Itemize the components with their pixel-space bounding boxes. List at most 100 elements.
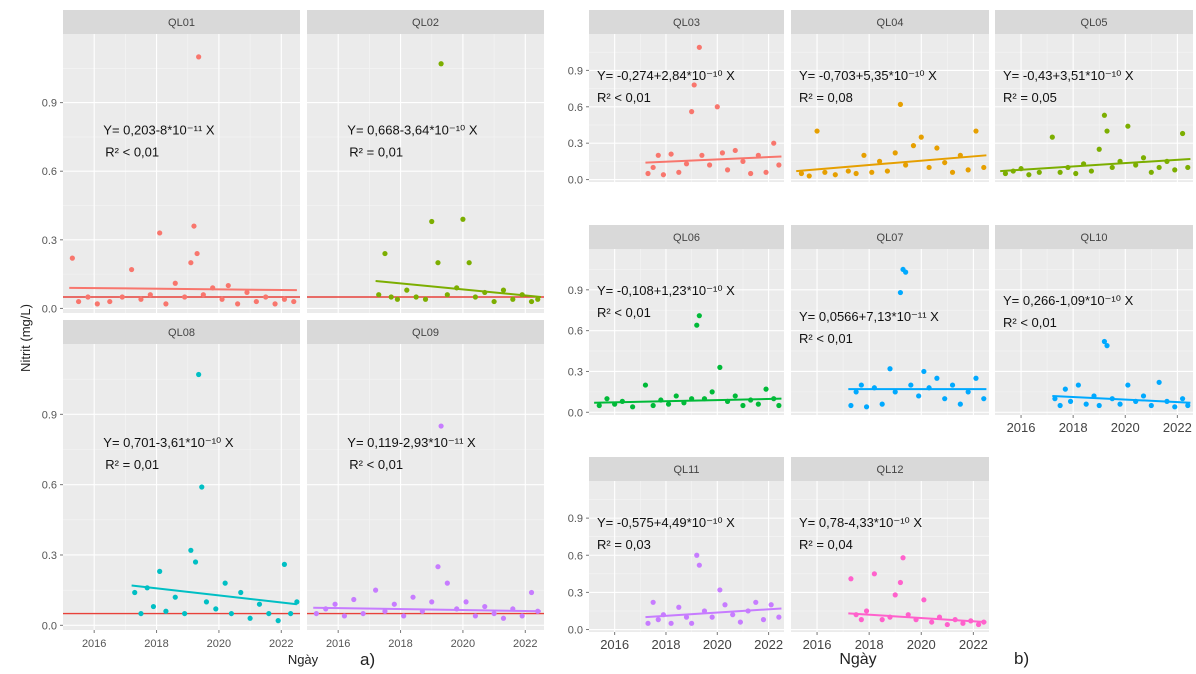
panel-strip-label: QL10	[1081, 232, 1108, 244]
data-point	[918, 134, 924, 140]
x-tick-label: 2022	[754, 637, 783, 652]
regression-equation: Y= -0,703+5,35*10⁻¹⁰ X	[799, 68, 937, 83]
panel-ql08: QL08 0.0 0.3 0.6 0.9 2016 2018 2020 2022 Y= 0,701…	[42, 320, 300, 650]
data-point	[482, 603, 488, 610]
data-point	[942, 396, 948, 402]
data-point	[944, 621, 950, 628]
data-point	[1096, 402, 1102, 409]
y-tick-label: 0.0	[42, 620, 57, 632]
data-point	[382, 250, 388, 257]
data-point	[1049, 134, 1055, 140]
panel-strip	[589, 225, 784, 249]
x-tick-label: 2016	[326, 638, 350, 650]
data-point	[691, 82, 697, 88]
data-point	[717, 587, 723, 593]
data-point	[755, 401, 761, 407]
data-point	[85, 294, 91, 300]
data-point	[256, 601, 263, 607]
panel-strip-label: QL07	[877, 232, 904, 244]
data-point	[391, 601, 397, 607]
data-point	[696, 44, 702, 50]
data-point	[696, 562, 702, 568]
panel-background	[791, 249, 989, 415]
panel-background	[589, 249, 784, 415]
data-point	[1036, 169, 1042, 175]
data-point	[360, 610, 366, 617]
data-point	[272, 301, 278, 307]
data-point	[332, 601, 338, 607]
data-point	[422, 296, 429, 302]
y-tick-label: 0.0	[42, 303, 57, 315]
r-squared-label: R² < 0,01	[597, 90, 651, 105]
panel-ql07: QL07 Y= 0,0566+7,13*10⁻¹¹ X R² < 0,01	[791, 225, 989, 415]
panel-strip	[995, 10, 1193, 34]
data-point	[732, 393, 738, 399]
panel-strip	[791, 457, 989, 481]
data-point	[645, 620, 651, 626]
regression-line	[796, 154, 987, 173]
r-squared-label: R² = 0,08	[799, 90, 853, 105]
data-point	[776, 614, 782, 620]
data-point	[119, 294, 125, 300]
data-point	[1101, 338, 1108, 345]
r-squared-label: R² = 0,04	[799, 537, 853, 552]
data-point	[668, 151, 674, 157]
data-point	[376, 292, 382, 298]
data-point	[934, 145, 940, 151]
data-point	[965, 167, 971, 173]
y-tick-label: 0.3	[568, 138, 583, 150]
panel-background	[791, 481, 989, 632]
data-point	[182, 294, 188, 300]
data-point	[714, 104, 720, 110]
data-point	[903, 269, 909, 275]
data-point	[650, 402, 656, 409]
y-tick-label: 0.0	[568, 407, 583, 419]
data-point	[709, 389, 715, 395]
data-point	[650, 599, 656, 605]
data-point	[926, 164, 932, 171]
r-squared-label: R² < 0,01	[597, 305, 651, 320]
data-point	[763, 386, 769, 392]
data-point	[806, 173, 812, 179]
regression-line	[375, 279, 541, 298]
data-point	[500, 615, 507, 621]
regression-line	[645, 607, 782, 619]
data-point	[921, 368, 927, 375]
data-point	[965, 389, 971, 395]
data-point	[172, 280, 178, 286]
panel-ql01: QL01 0.0 0.3 0.6 0.9 Y= 0,203-8*10⁻¹¹ X R² < 0…	[42, 10, 300, 315]
data-point	[879, 617, 885, 623]
data-point	[203, 599, 210, 605]
data-point	[1057, 402, 1063, 409]
data-point	[1140, 155, 1147, 161]
data-point	[196, 54, 202, 60]
data-point	[1172, 167, 1178, 173]
regression-equation: Y= 0,266-1,09*10⁻¹⁰ X	[1003, 293, 1134, 308]
x-tick-label: 2020	[907, 637, 936, 652]
data-point	[435, 260, 441, 266]
data-point	[138, 610, 144, 617]
y-tick-label: 0.9	[568, 65, 583, 77]
x-tick-label: 2016	[1007, 420, 1036, 435]
panel-background	[307, 34, 544, 313]
data-point	[191, 223, 197, 229]
data-point	[199, 484, 205, 490]
y-tick-label: 0.0	[568, 625, 583, 637]
data-point	[1057, 169, 1063, 175]
data-point	[929, 619, 935, 625]
data-point	[760, 617, 767, 623]
data-point	[908, 382, 914, 388]
data-point	[1088, 168, 1094, 174]
data-point	[717, 364, 723, 370]
r-squared-label: R² = 0,03	[597, 537, 651, 552]
data-point	[942, 159, 948, 166]
data-point	[879, 401, 885, 407]
data-point	[699, 152, 705, 158]
data-point	[472, 294, 478, 300]
data-point	[404, 287, 410, 293]
data-point	[822, 169, 828, 175]
data-point	[596, 402, 602, 409]
y-tick-label: 0.0	[568, 175, 583, 187]
panel-background	[307, 344, 544, 630]
data-point	[921, 597, 927, 603]
